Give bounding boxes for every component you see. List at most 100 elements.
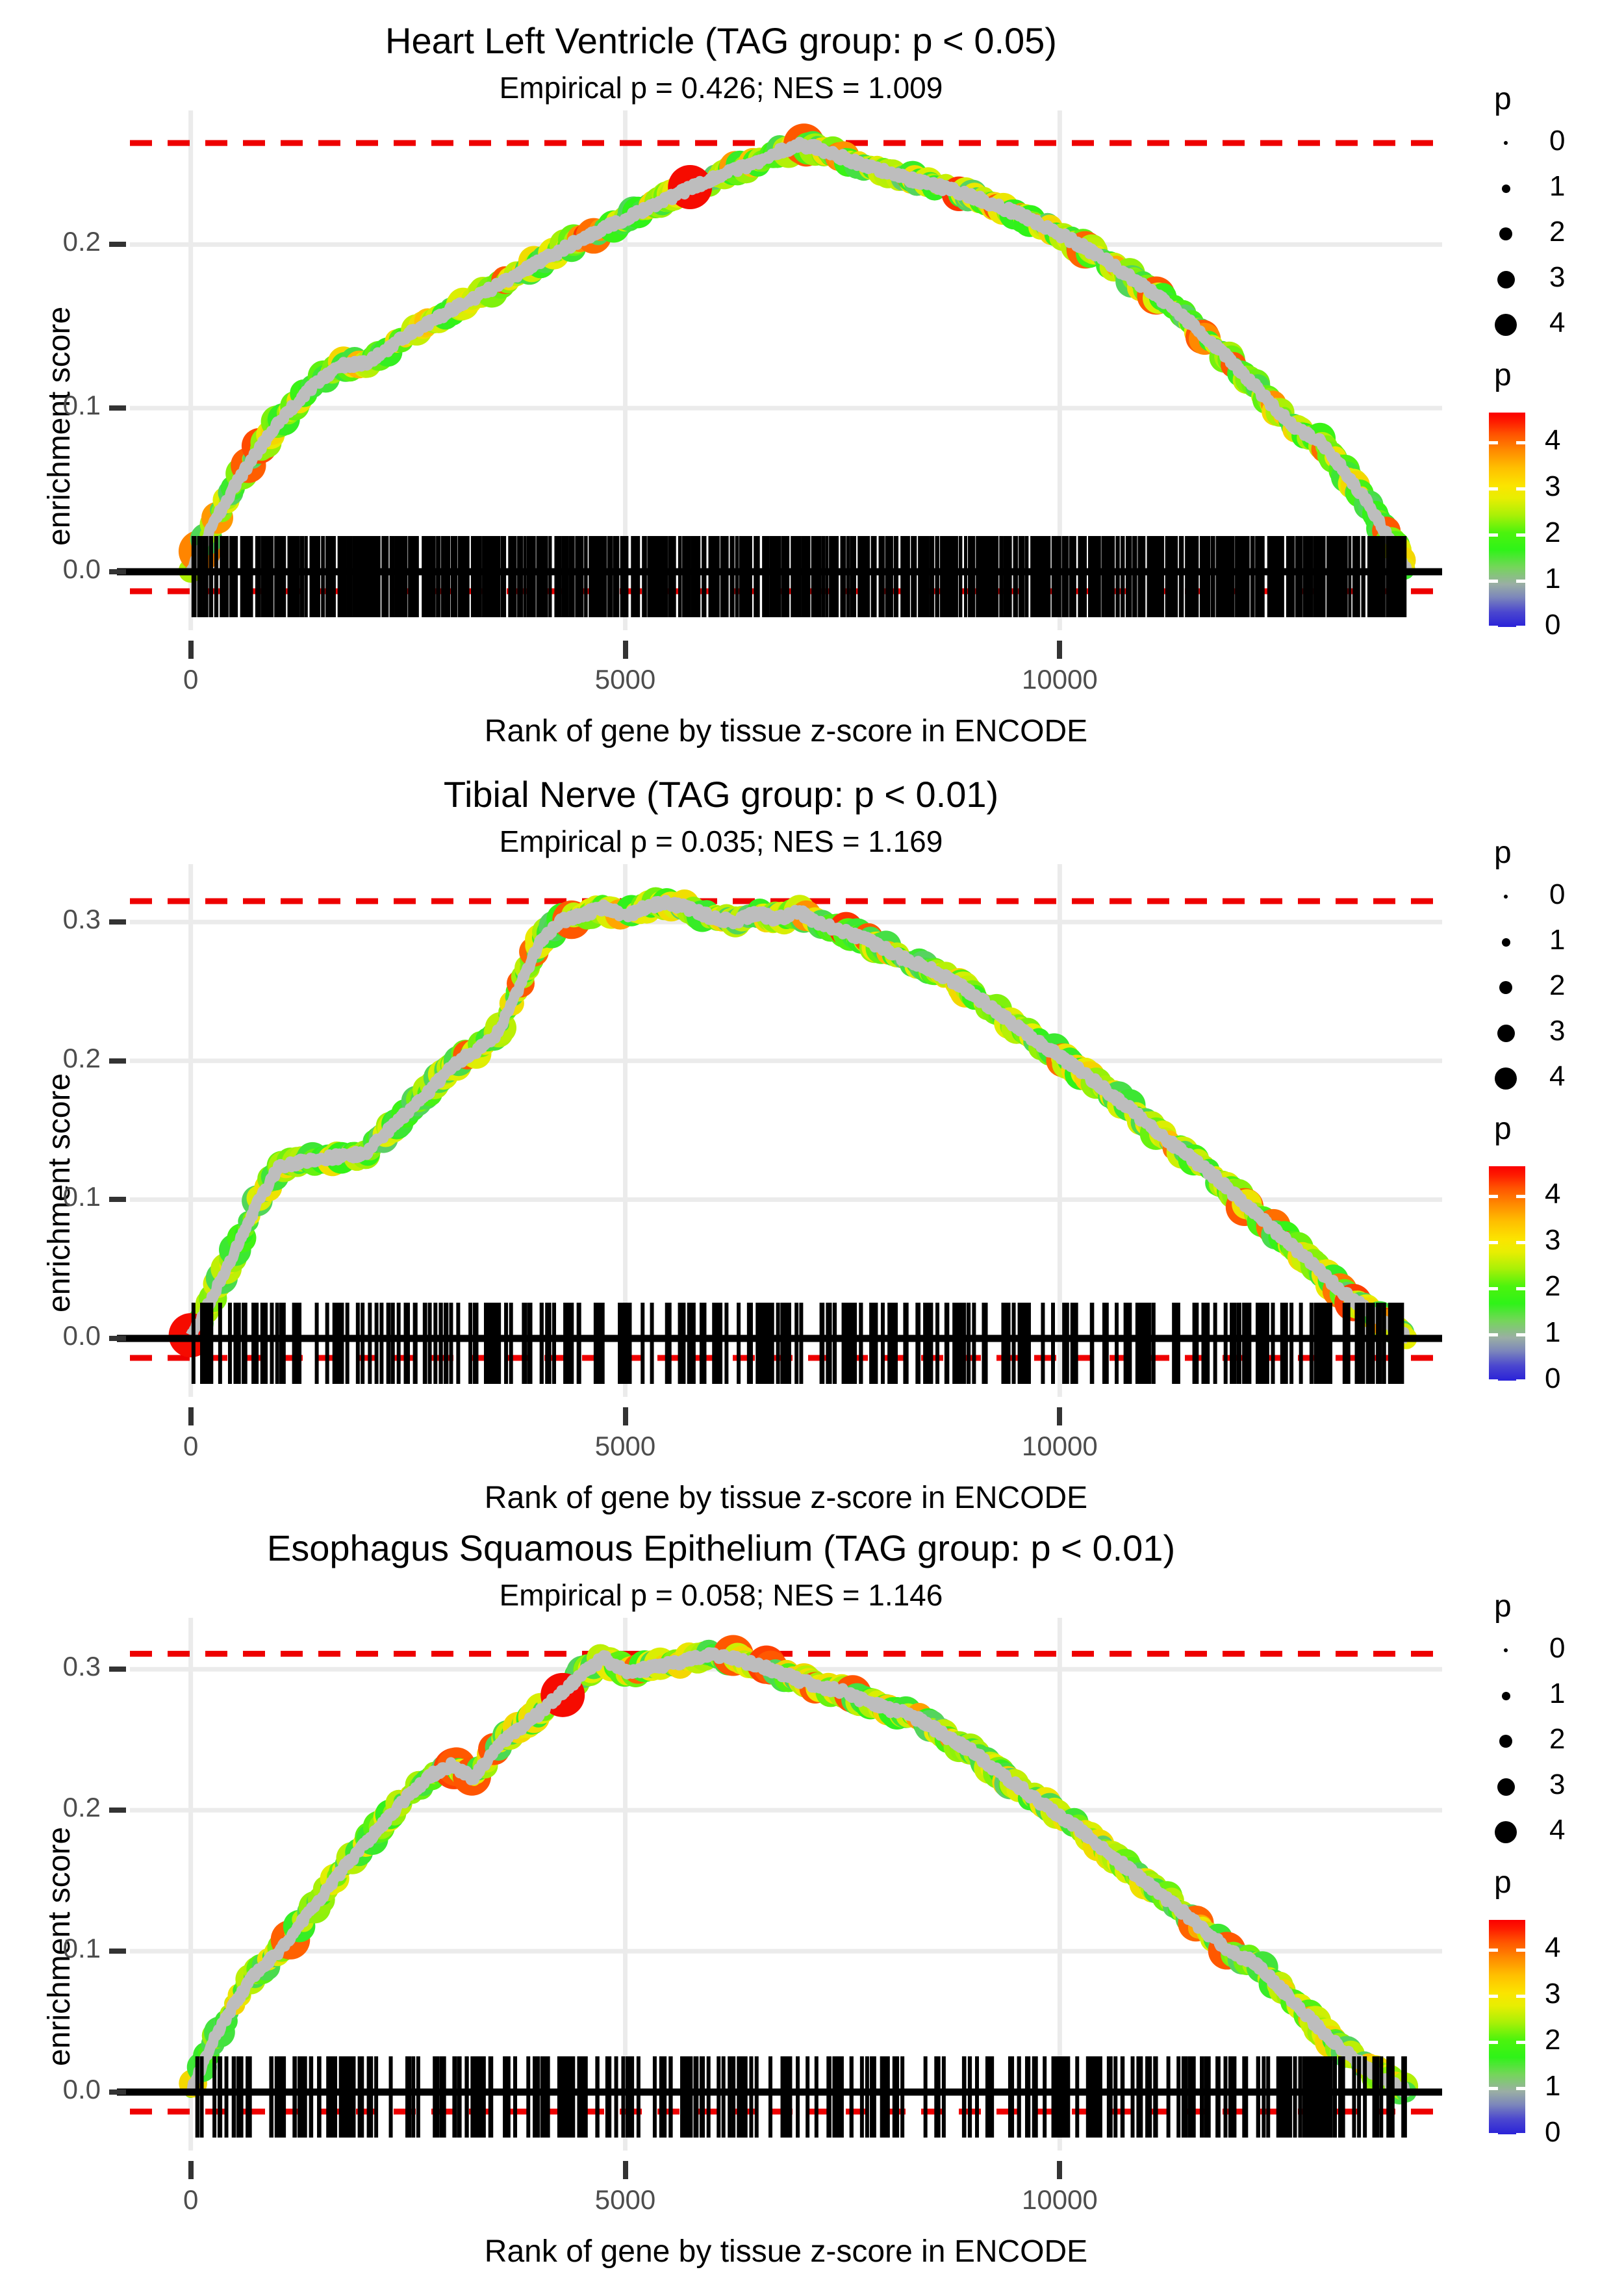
size-legend-dot	[1497, 1024, 1515, 1042]
y-tick-label: 0.2	[62, 226, 101, 257]
color-legend-tick	[1516, 1241, 1525, 1245]
color-legend-tick	[1489, 1287, 1498, 1291]
x-tick-label: 5000	[594, 664, 656, 695]
x-tick-label: 5000	[594, 1431, 656, 1461]
color-legend-value: 2	[1545, 517, 1561, 549]
color-legend-tick	[1489, 580, 1498, 583]
panel-subtitle: Empirical p = 0.058; NES = 1.146	[499, 1578, 943, 1612]
color-legend-tick	[1489, 2087, 1498, 2091]
x-tick-label: 10000	[1021, 1431, 1098, 1461]
size-legend-value: 1	[1549, 1678, 1566, 1709]
x-tick-mark	[1057, 2161, 1063, 2179]
color-legend-bar	[1489, 1166, 1525, 1381]
size-legend-value: 3	[1549, 1769, 1566, 1800]
color-legend-tick	[1489, 2133, 1498, 2136]
color-legend-tick	[1489, 441, 1498, 445]
size-legend-value: 2	[1549, 1723, 1566, 1755]
color-legend-tick	[1516, 1995, 1525, 1999]
color-legend-tick	[1516, 2041, 1525, 2045]
y-tick-label: 0.1	[62, 1181, 101, 1212]
size-legend-dot	[1499, 1735, 1512, 1748]
y-tick-mark	[109, 1808, 126, 1813]
x-tick-label: 10000	[1021, 2184, 1098, 2215]
size-legend-value: 4	[1549, 307, 1566, 339]
y-tick-mark	[109, 1667, 126, 1672]
color-legend-value: 2	[1545, 2024, 1561, 2056]
size-legend-value: 3	[1549, 1015, 1566, 1047]
color-legend-value: 4	[1545, 424, 1561, 457]
y-tick-label: 0.3	[62, 1651, 101, 1682]
x-tick-mark	[188, 641, 194, 659]
panel-title: Heart Left Ventricle (TAG group: p < 0.0…	[385, 20, 1057, 61]
y-tick-mark	[109, 405, 126, 411]
size-legend-dot	[1504, 1648, 1508, 1652]
color-legend-value: 1	[1545, 1316, 1561, 1349]
es-line-underlay	[190, 1650, 1408, 2093]
y-tick-label: 0.0	[62, 2074, 101, 2104]
color-legend-tick	[1489, 1995, 1498, 1999]
es-line	[186, 136, 1413, 574]
size-legend-value: 0	[1549, 125, 1566, 157]
y-axis-label: enrichment score	[42, 306, 77, 546]
x-tick-mark	[1057, 641, 1063, 659]
size-legend-dot	[1501, 184, 1510, 193]
size-legend-title: p	[1494, 836, 1512, 870]
size-legend-dot	[1495, 1821, 1517, 1843]
color-legend-tick	[1516, 2087, 1525, 2091]
color-legend-tick	[1516, 1287, 1525, 1291]
color-legend-tick	[1516, 533, 1525, 537]
plot-canvas	[117, 110, 1442, 630]
es-point-cloud	[179, 1635, 1419, 2105]
color-legend-tick	[1516, 580, 1525, 583]
color-legend-value: 4	[1545, 1932, 1561, 1964]
gsea-panel: Esophagus Squamous Epithelium (TAG group…	[0, 1507, 1624, 2269]
color-legend-tick	[1489, 2041, 1498, 2045]
y-tick-mark	[109, 569, 126, 574]
color-legend-value: 0	[1545, 2116, 1561, 2148]
y-tick-mark	[109, 242, 126, 248]
color-legend-value: 4	[1545, 1178, 1561, 1210]
x-tick-label: 10000	[1021, 664, 1098, 695]
size-legend-value: 1	[1549, 170, 1566, 202]
es-point-cloud	[168, 887, 1417, 1358]
size-legend-value: 0	[1549, 878, 1566, 910]
y-tick-mark	[109, 1336, 126, 1341]
gene-hit-rug	[191, 1303, 1404, 1384]
x-tick-label: 0	[183, 1431, 199, 1461]
y-tick-label: 0.2	[62, 1792, 101, 1823]
size-legend-dot	[1501, 938, 1510, 947]
plot-canvas	[117, 1618, 1442, 2151]
x-tick-label: 0	[183, 664, 199, 695]
y-tick-label: 0.0	[62, 554, 101, 584]
color-legend-value: 3	[1545, 1224, 1561, 1257]
gene-hit-rug	[195, 2056, 1407, 2138]
color-legend-tick	[1489, 1241, 1498, 1245]
size-legend-title: p	[1494, 1589, 1512, 1624]
size-legend-dot	[1497, 270, 1515, 288]
size-legend-value: 4	[1549, 1060, 1566, 1092]
size-legend-dot	[1495, 314, 1517, 336]
x-tick-label: 5000	[594, 2184, 656, 2215]
color-legend-tick	[1516, 1379, 1525, 1383]
y-tick-label: 0.2	[62, 1042, 101, 1073]
x-tick-label: 0	[183, 2184, 199, 2215]
x-axis-label: Rank of gene by tissue z-score in ENCODE	[484, 2234, 1088, 2269]
size-legend-dot	[1504, 895, 1508, 899]
x-axis-label: Rank of gene by tissue z-score in ENCODE	[484, 714, 1088, 748]
y-tick-mark	[109, 1058, 126, 1064]
color-legend-tick	[1516, 1195, 1525, 1199]
x-axis-label: Rank of gene by tissue z-score in ENCODE	[484, 1481, 1088, 1515]
y-tick-mark	[109, 2089, 126, 2095]
color-legend-title: p	[1494, 1865, 1512, 1900]
color-legend-title: p	[1494, 358, 1512, 392]
size-legend-dot	[1497, 1778, 1515, 1796]
color-legend-tick	[1489, 1333, 1498, 1337]
y-tick-mark	[109, 1197, 126, 1203]
size-legend-dot	[1499, 981, 1512, 994]
es-line	[186, 1647, 1412, 2097]
color-legend-title: p	[1494, 1112, 1512, 1146]
color-legend-tick	[1489, 1379, 1498, 1383]
color-legend-tick	[1489, 487, 1498, 491]
es-line-underlay	[190, 896, 1408, 1340]
